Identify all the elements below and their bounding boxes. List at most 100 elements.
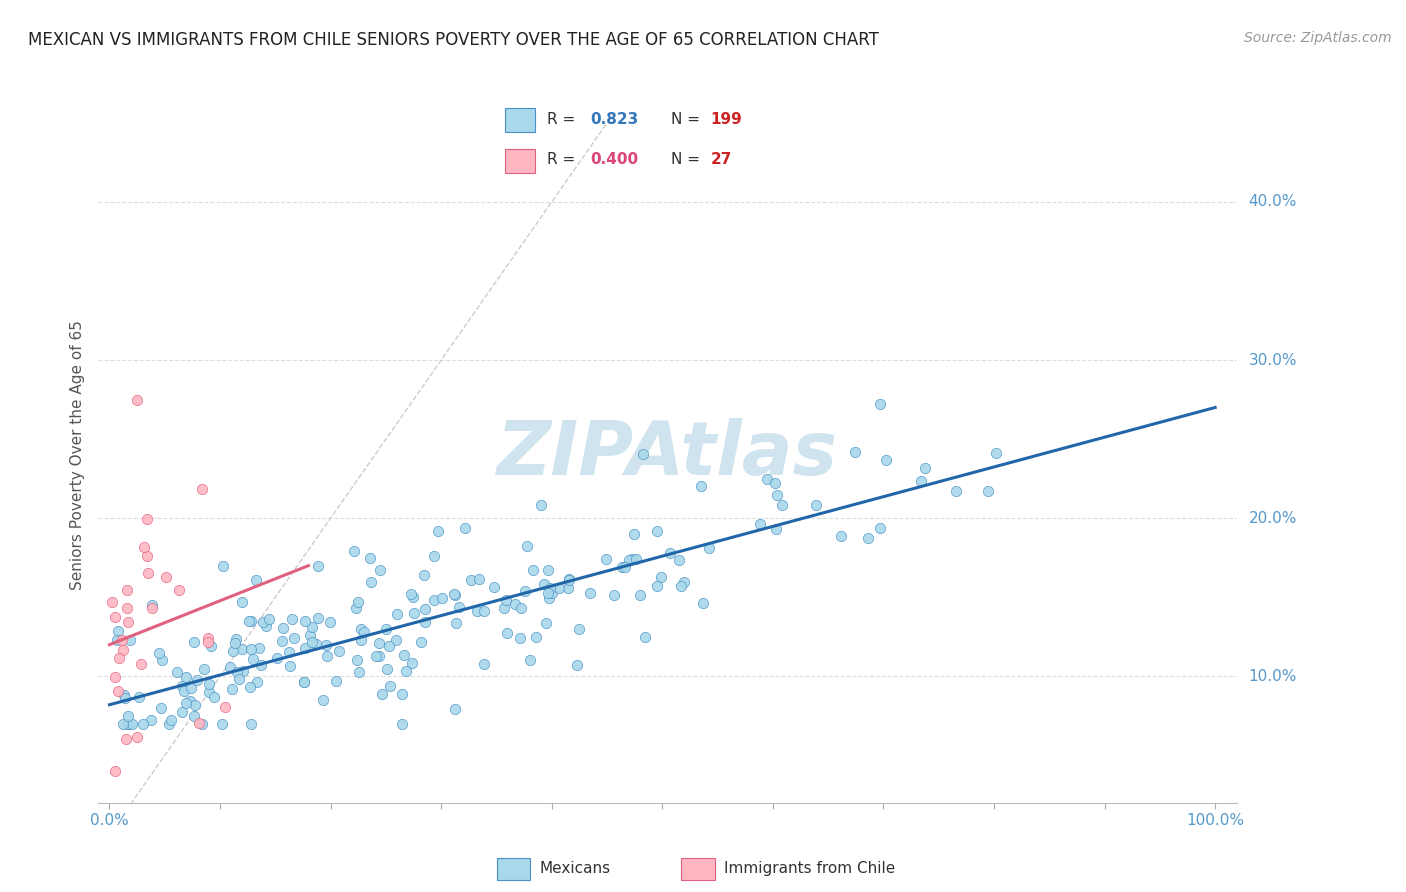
Text: 20.0%: 20.0% — [1249, 511, 1296, 525]
Point — [503, 597, 526, 611]
Point — [522, 563, 544, 577]
Point — [114, 691, 136, 706]
Point — [231, 641, 253, 656]
Point — [319, 615, 342, 630]
Point — [222, 643, 245, 657]
Point — [672, 575, 695, 590]
Point — [565, 658, 588, 673]
Point — [197, 635, 219, 649]
Point — [763, 475, 786, 490]
Point — [239, 680, 262, 694]
Point — [121, 716, 143, 731]
Point — [347, 665, 370, 679]
Point — [117, 716, 139, 731]
Point — [179, 693, 201, 707]
Point — [219, 660, 242, 674]
Point — [224, 635, 246, 649]
Text: MEXICAN VS IMMIGRANTS FROM CHILE SENIORS POVERTY OVER THE AGE OF 65 CORRELATION : MEXICAN VS IMMIGRANTS FROM CHILE SENIORS… — [28, 31, 879, 49]
Point — [292, 674, 315, 689]
Point — [516, 539, 538, 553]
Text: R =: R = — [547, 112, 581, 127]
Point — [111, 633, 134, 648]
Bar — [496, 857, 530, 880]
Point — [190, 716, 212, 731]
Point — [617, 553, 640, 567]
Text: Immigrants from Chile: Immigrants from Chile — [724, 862, 896, 876]
Point — [155, 570, 177, 584]
Point — [392, 648, 415, 662]
Point — [460, 573, 482, 587]
Point — [221, 682, 243, 697]
Point — [538, 581, 561, 595]
Point — [385, 607, 408, 621]
Point — [252, 615, 274, 629]
Point — [100, 595, 122, 609]
Point — [346, 653, 368, 667]
Point — [602, 589, 624, 603]
Point — [104, 764, 127, 779]
Text: N =: N = — [672, 112, 706, 127]
Point — [328, 644, 350, 658]
Point — [557, 573, 579, 587]
Point — [200, 639, 222, 653]
Point — [157, 716, 180, 731]
Point — [364, 648, 387, 663]
Text: 0.823: 0.823 — [591, 112, 638, 127]
Point — [534, 615, 557, 630]
Point — [844, 445, 866, 459]
Text: 40.0%: 40.0% — [1249, 194, 1296, 210]
Point — [443, 588, 465, 602]
Point — [647, 524, 669, 539]
Point — [240, 642, 263, 657]
Point — [423, 549, 446, 563]
Point — [984, 446, 1007, 460]
Point — [443, 587, 465, 601]
Point — [755, 472, 778, 486]
Point — [266, 651, 288, 665]
Point — [112, 688, 135, 702]
Point — [391, 687, 413, 701]
Point — [240, 614, 263, 628]
Point — [141, 600, 163, 615]
Point — [628, 589, 651, 603]
Point — [509, 631, 531, 645]
Point — [250, 658, 273, 673]
Point — [129, 657, 152, 672]
Text: Mexicans: Mexicans — [540, 862, 610, 876]
Point — [225, 665, 247, 679]
Point — [538, 591, 561, 606]
Point — [115, 600, 138, 615]
Point — [367, 636, 389, 650]
Point — [245, 573, 267, 587]
Point — [496, 626, 519, 640]
Point — [426, 524, 449, 538]
Point — [259, 612, 281, 626]
Point — [188, 716, 211, 731]
Text: 30.0%: 30.0% — [1249, 352, 1296, 368]
Point — [578, 586, 600, 600]
Point — [423, 592, 446, 607]
Point — [167, 583, 190, 598]
Point — [115, 582, 138, 597]
Point — [135, 549, 157, 564]
Point — [766, 488, 789, 502]
Point — [495, 592, 517, 607]
Point — [413, 615, 436, 629]
Point — [315, 639, 337, 653]
Point — [186, 673, 208, 687]
Point — [770, 498, 793, 512]
Point — [278, 645, 301, 659]
Point — [211, 716, 233, 731]
Point — [804, 498, 827, 512]
Point — [225, 632, 247, 646]
Bar — [681, 857, 714, 880]
Point — [312, 692, 335, 706]
Point — [914, 461, 936, 475]
Point — [541, 585, 564, 599]
Point — [650, 570, 672, 584]
Point — [271, 634, 294, 648]
Point — [875, 453, 897, 467]
Point — [238, 614, 260, 628]
Point — [307, 559, 329, 574]
Point — [211, 558, 233, 573]
